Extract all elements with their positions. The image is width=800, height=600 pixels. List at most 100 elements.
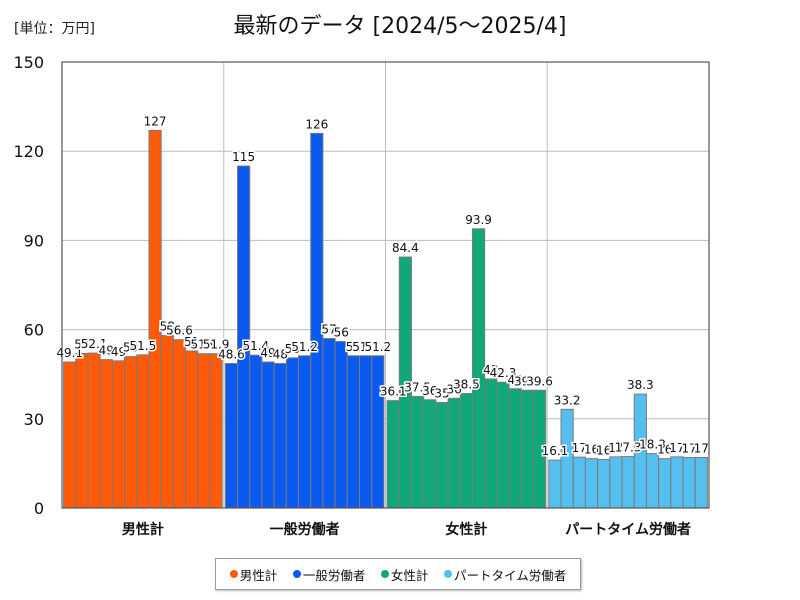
bar — [447, 397, 461, 509]
legend-label-general: 一般労働者 — [302, 567, 366, 583]
bar — [197, 353, 211, 509]
data-label: 51.2 — [352, 340, 379, 354]
bar — [410, 396, 425, 509]
data-label: 36.1 — [380, 385, 407, 399]
legend-dot-general — [292, 570, 301, 578]
data-label: 39.6 — [514, 374, 541, 388]
data-label: 127 — [144, 114, 167, 128]
data-label: 43 — [483, 363, 498, 377]
data-label: 52 — [74, 337, 89, 351]
data-label: 16.1 — [542, 444, 569, 458]
data-label: 51 — [184, 335, 199, 349]
legend-item-parttime: パートタイム労働者 — [443, 565, 567, 584]
data-label: 57 — [321, 323, 336, 337]
chart-legend: 男性計 一般労働者 女性計 パートタイム労働者 — [215, 558, 581, 590]
chart-title: 最新のデータ [2024/5～2025/4] — [233, 14, 567, 39]
bar — [322, 338, 336, 509]
data-label: 16 — [657, 443, 672, 457]
bar — [99, 359, 113, 509]
bar — [273, 362, 287, 509]
data-label: 36 — [422, 384, 437, 398]
legend-label-male: 男性計 — [239, 567, 278, 583]
bar — [87, 352, 101, 509]
data-label: 51.4 — [242, 339, 269, 353]
data-label: 49 — [99, 344, 114, 358]
bar — [621, 456, 635, 509]
bar — [386, 400, 400, 509]
data-label: 37.5 — [404, 381, 431, 395]
data-label: 51.2 — [364, 340, 391, 354]
x-category-label: 男性計 — [122, 521, 164, 538]
bar — [435, 401, 449, 509]
data-label: 17.3 — [615, 441, 642, 455]
x-category-label: 一般労働者 — [270, 521, 340, 538]
bar — [249, 354, 263, 509]
bar — [334, 340, 348, 509]
data-label: 49 — [260, 346, 275, 360]
y-tick-label: 150 — [13, 53, 44, 72]
bar — [75, 352, 89, 509]
y-tick-label: 60 — [24, 321, 44, 340]
bar — [459, 393, 473, 509]
data-label: 51 — [346, 340, 361, 354]
data-label: 84.4 — [392, 241, 419, 255]
data-label: 17 — [694, 441, 709, 455]
data-label: 17 — [669, 441, 684, 455]
bar — [261, 361, 275, 509]
data-label: 16 — [596, 444, 611, 458]
data-label: 49 — [111, 345, 126, 359]
bar — [237, 165, 251, 509]
legend-dot-parttime — [443, 570, 452, 578]
data-label: 40 — [508, 373, 523, 387]
bar — [670, 456, 684, 509]
data-label: 42.3 — [490, 366, 517, 380]
bar — [584, 458, 599, 509]
data-label: 52.1 — [81, 337, 108, 351]
data-label: 17 — [572, 441, 587, 455]
data-label: 51.2 — [291, 340, 318, 354]
bar — [185, 350, 199, 509]
data-label: 50 — [285, 342, 300, 356]
bar — [496, 381, 510, 509]
data-label: 16 — [584, 443, 599, 457]
y-tick-label: 0 — [34, 499, 44, 518]
data-label: 39.6 — [526, 374, 553, 388]
x-category-label: パートタイム労働者 — [565, 521, 691, 538]
bar — [560, 408, 574, 509]
legend-dot-female — [380, 570, 389, 578]
bar — [423, 399, 437, 509]
data-label: 51.5 — [130, 339, 157, 353]
bar — [520, 389, 534, 509]
data-label: 56.6 — [166, 324, 193, 338]
data-label: 51.9 — [191, 338, 218, 352]
bar — [160, 335, 174, 509]
data-label: 51.9 — [203, 338, 230, 352]
unit-label: [単位：万円] — [14, 21, 95, 37]
y-tick-label: 30 — [24, 410, 44, 429]
bar — [111, 360, 126, 509]
bar — [209, 353, 223, 509]
data-label: 38.3 — [627, 378, 654, 392]
bar — [572, 456, 586, 509]
bar — [682, 456, 696, 509]
bar — [508, 388, 522, 509]
data-label: 93.9 — [465, 213, 492, 227]
bar — [597, 459, 611, 509]
bar — [298, 355, 312, 509]
legend-label-parttime: パートタイム労働者 — [453, 567, 567, 583]
data-label: 126 — [305, 117, 328, 131]
legend-item-female: 女性計 — [380, 565, 428, 584]
data-label: 58 — [160, 320, 175, 334]
bar — [224, 362, 239, 509]
data-label: 17 — [681, 441, 696, 455]
data-label: 33.2 — [554, 393, 581, 407]
data-label: 18.3 — [639, 438, 666, 452]
bar — [136, 354, 150, 509]
data-label: 38.5 — [453, 378, 480, 392]
bar — [645, 453, 660, 509]
bar — [484, 378, 498, 509]
bar — [548, 459, 562, 509]
data-label: 17 — [608, 441, 623, 455]
data-label: 56 — [334, 325, 349, 339]
